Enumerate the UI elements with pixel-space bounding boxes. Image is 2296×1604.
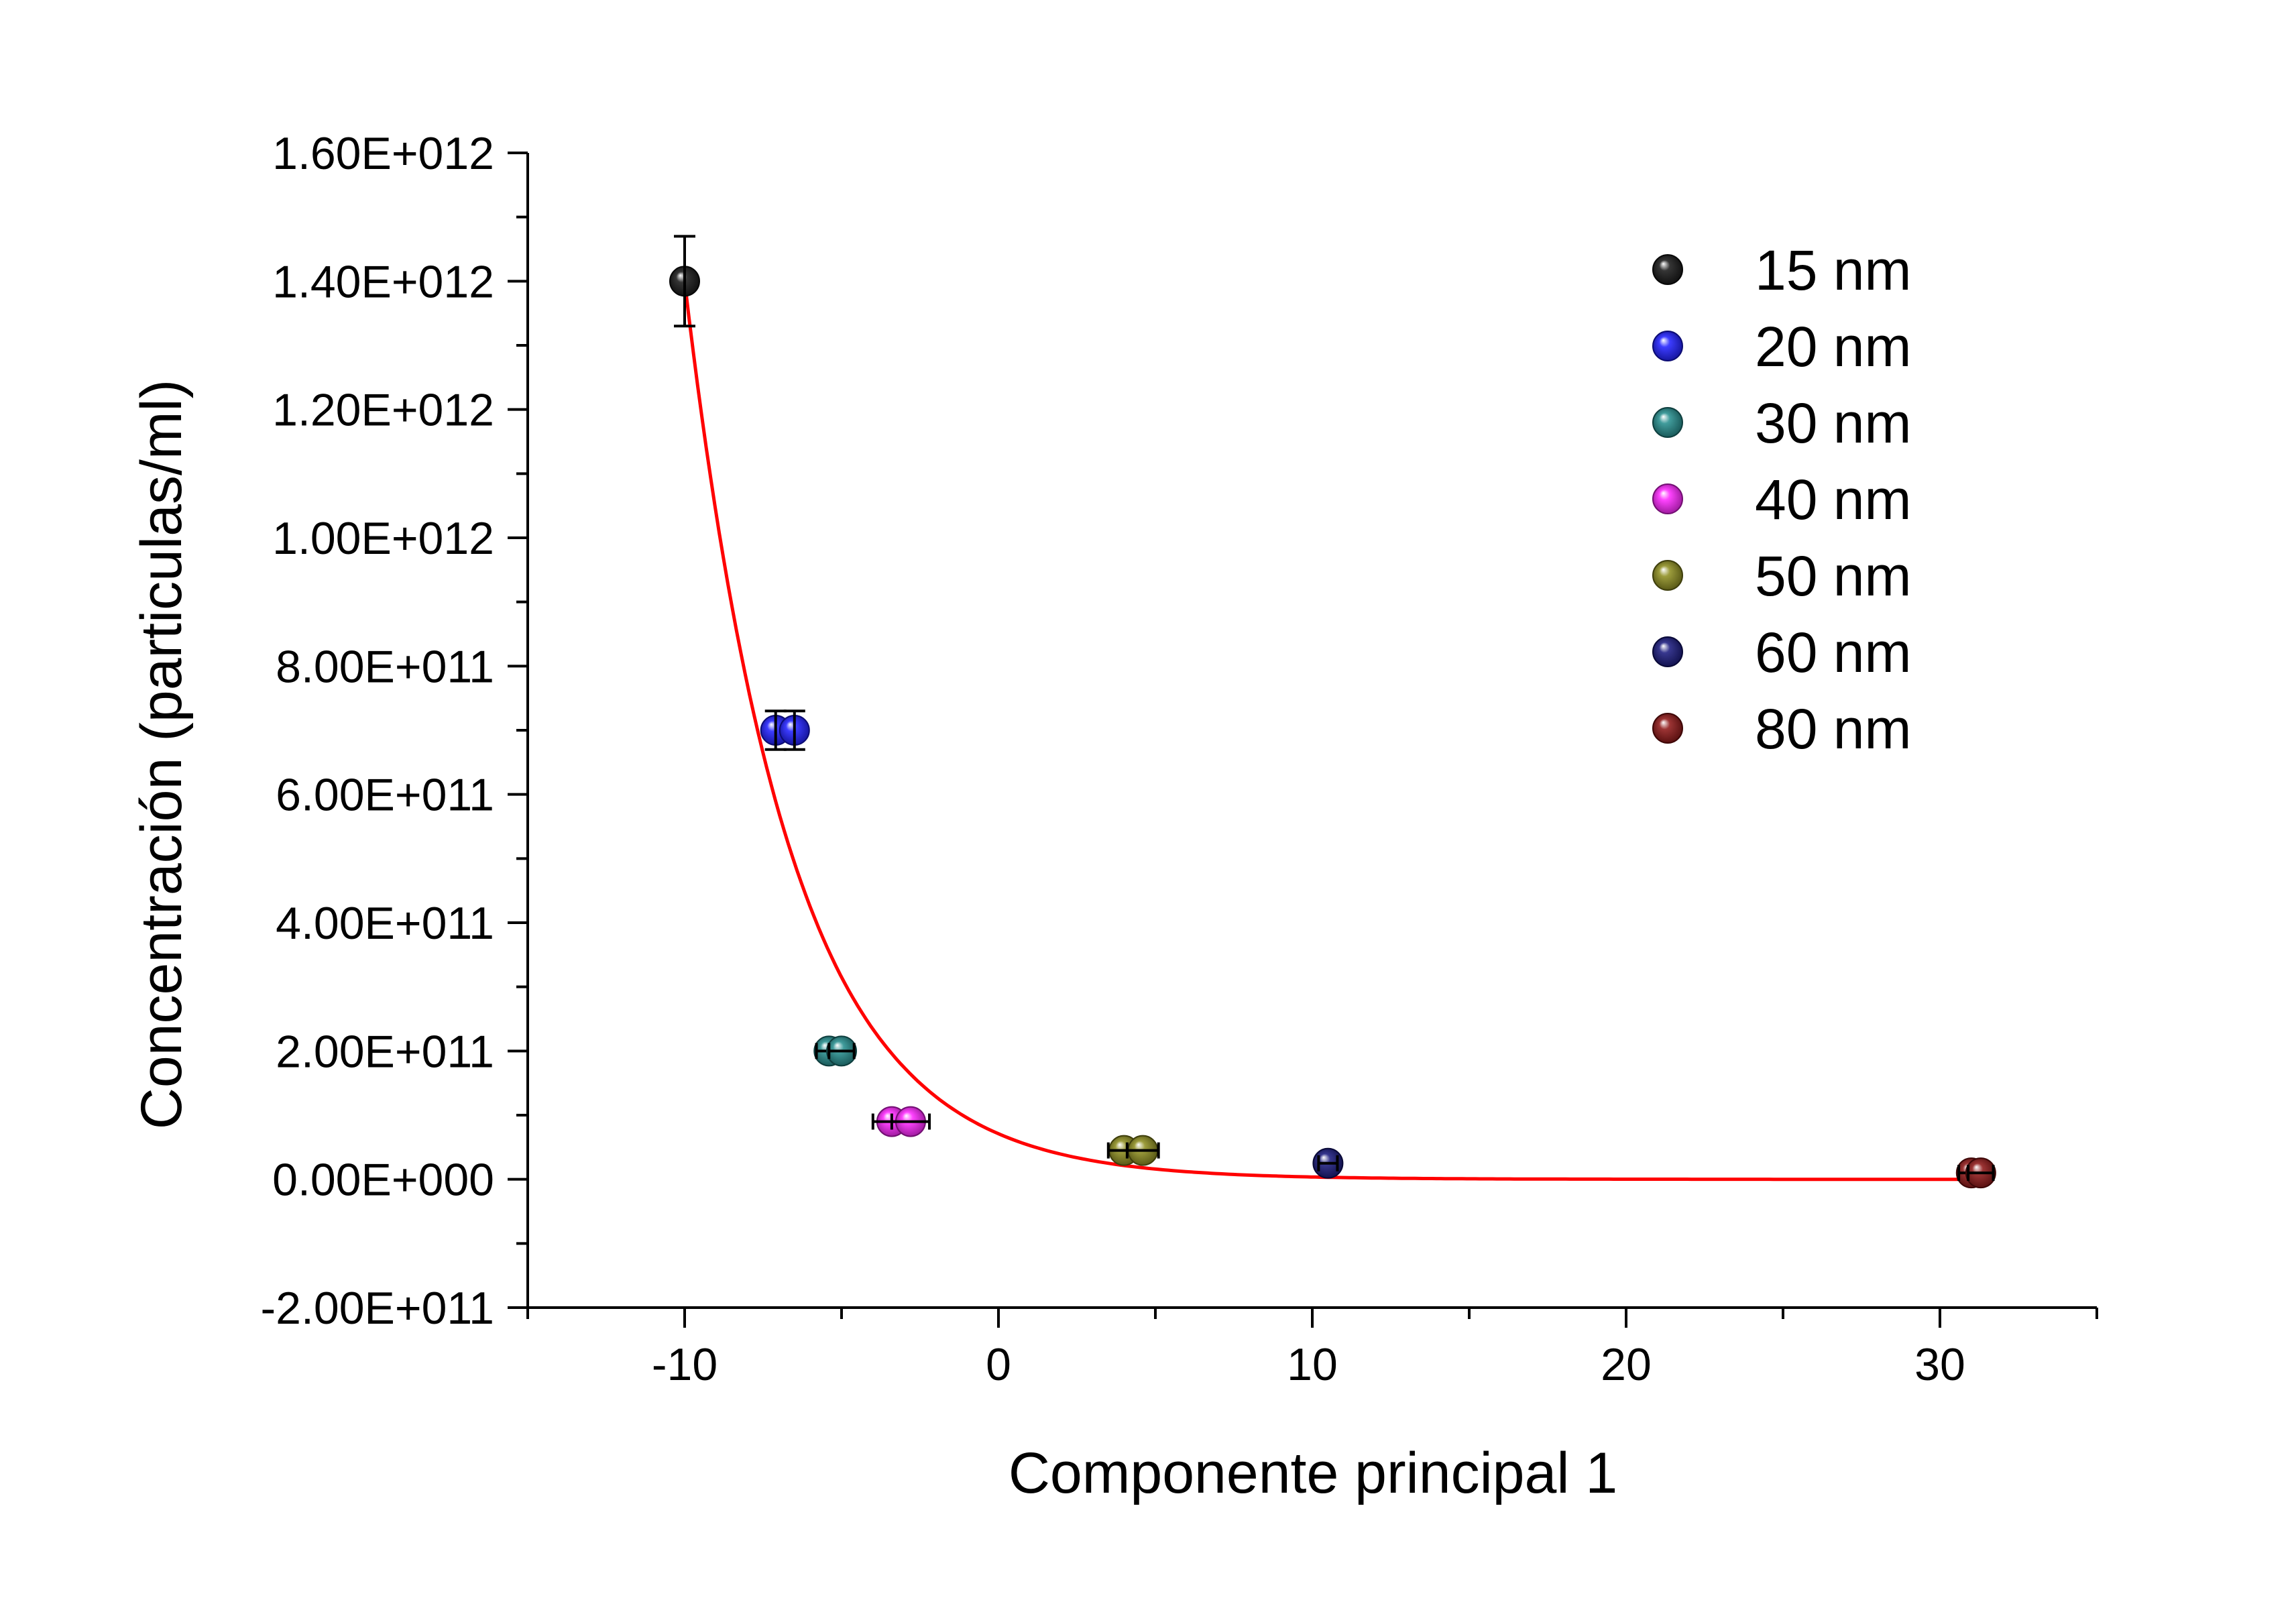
legend-marker — [1652, 483, 1683, 514]
x-axis-title: Componente principal 1 — [1009, 1441, 1617, 1505]
y-tick-label: -2.00E+011 — [261, 1283, 494, 1334]
error-bars — [674, 235, 805, 751]
y-tick-label: 6.00E+011 — [276, 770, 494, 821]
y-tick-label: 1.00E+012 — [272, 513, 494, 564]
y-tick-label: 0.00E+000 — [272, 1155, 494, 1206]
x-tick-label: 20 — [1601, 1339, 1652, 1390]
y-tick-label: 1.40E+012 — [272, 256, 494, 307]
y-tick-label: 4.00E+011 — [276, 898, 494, 949]
y-tick-label: 1.60E+012 — [272, 128, 494, 179]
legend-label: 60 nm — [1755, 621, 1911, 684]
legend-marker — [1652, 407, 1683, 438]
axes: -2.00E+011 0.00E+000 2.00E+011 4.00E+011 6.0… — [261, 128, 2098, 1390]
x-tick-label: 0 — [986, 1339, 1011, 1390]
legend-label: 15 nm — [1755, 239, 1911, 302]
legend-marker — [1652, 636, 1683, 667]
y-axis-title: Concentración (particulas/ml) — [129, 380, 194, 1129]
legend-label: 50 nm — [1755, 545, 1911, 608]
legend-marker — [1652, 254, 1683, 285]
x-tick-label: -10 — [652, 1339, 718, 1390]
y-tick-label: 1.20E+012 — [272, 385, 494, 436]
legend-marker — [1652, 560, 1683, 591]
y-tick-label: 8.00E+011 — [276, 641, 494, 692]
x-tick-label: 30 — [1914, 1339, 1965, 1390]
legend-label: 30 nm — [1755, 392, 1911, 455]
y-tick-label: 2.00E+011 — [276, 1026, 494, 1077]
legend-marker — [1652, 331, 1683, 361]
legend-marker — [1652, 713, 1683, 744]
x-tick-label: 10 — [1287, 1339, 1338, 1390]
legend-label: 40 nm — [1755, 468, 1911, 531]
legend: 15 nm 20 nm 30 nm 40 nm 50 nm 60 nm 80 nm — [1652, 239, 1911, 760]
legend-label: 20 nm — [1755, 315, 1911, 378]
legend-label: 80 nm — [1755, 697, 1911, 760]
